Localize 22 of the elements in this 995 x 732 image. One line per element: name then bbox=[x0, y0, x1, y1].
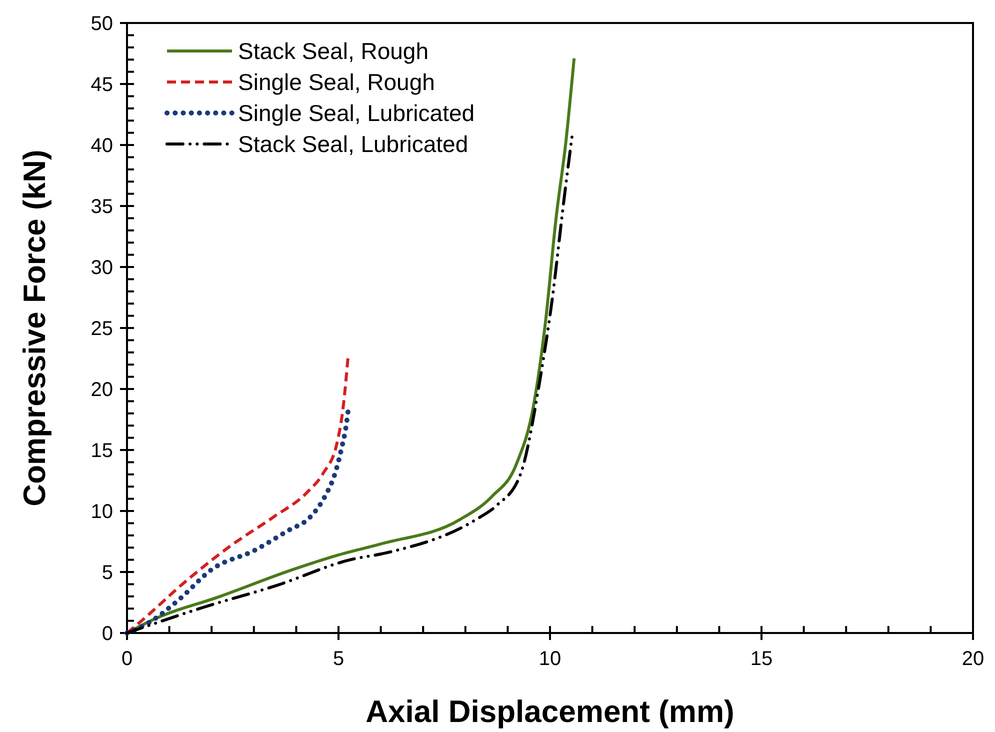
x-tick-label: 0 bbox=[121, 648, 133, 670]
y-tick-label: 10 bbox=[90, 501, 113, 523]
y-tick-label: 0 bbox=[102, 623, 113, 645]
y-tick-label: 20 bbox=[90, 379, 113, 401]
legend-label: Stack Seal, Rough bbox=[238, 38, 429, 64]
y-tick-label: 40 bbox=[90, 135, 113, 157]
y-tick-label: 5 bbox=[102, 562, 113, 584]
legend-label: Single Seal, Rough bbox=[238, 69, 435, 95]
y-axis-title: Compressive Force (kN) bbox=[17, 150, 52, 506]
x-tick-label: 20 bbox=[962, 648, 984, 670]
y-tick-label: 50 bbox=[90, 13, 113, 35]
x-axis-title: Axial Displacement (mm) bbox=[366, 694, 734, 729]
legend-label: Single Seal, Lubricated bbox=[238, 100, 475, 126]
x-tick-label: 15 bbox=[750, 648, 773, 670]
x-tick-label: 10 bbox=[538, 648, 562, 670]
legend-label: Stack Seal, Lubricated bbox=[238, 131, 468, 157]
y-tick-label: 30 bbox=[90, 257, 113, 279]
y-tick-label: 45 bbox=[90, 74, 113, 96]
x-tick-label: 5 bbox=[332, 648, 344, 670]
y-tick-label: 35 bbox=[90, 196, 113, 218]
y-tick-label: 25 bbox=[90, 318, 113, 340]
y-tick-label: 15 bbox=[90, 440, 113, 462]
